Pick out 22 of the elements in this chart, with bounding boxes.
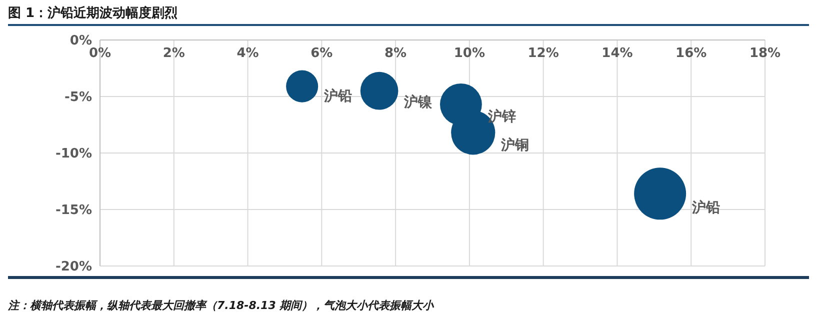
x-tick-label: 2% <box>162 46 185 62</box>
x-tick-label: 10% <box>454 46 486 62</box>
annotation: 沪锌 <box>486 108 516 125</box>
y-tick-label: -5% <box>64 90 92 106</box>
annotation: 沪铜 <box>500 136 530 154</box>
annotation: 沪镍 <box>403 93 434 110</box>
x-tick-label: 6% <box>310 46 333 62</box>
x-tick-label: 14% <box>602 46 633 62</box>
y-tick-label: -20% <box>55 260 92 275</box>
x-tick-label: 12% <box>528 46 559 62</box>
x-tick-label: 4% <box>236 46 259 62</box>
y-tick-label: -10% <box>55 146 92 162</box>
x-tick-label: 16% <box>676 46 707 62</box>
x-tick-label: 0% <box>88 46 112 62</box>
y-tick-label: -15% <box>55 203 92 218</box>
annotation: 沪铅 <box>691 199 720 216</box>
chart-title: 图 1：沪铅近期波动幅度剧烈 <box>8 4 178 22</box>
x-tick-label: 18% <box>749 46 781 62</box>
text: 注：横轴代表振幅，纵轴代表最大回撤率（7.18-8.13 期间），气泡大小代表振幅大小 <box>8 298 434 313</box>
y-tick-label: 0% <box>70 34 92 49</box>
annotation: 沪铅 <box>323 88 352 105</box>
x-tick-label: 8% <box>384 46 407 62</box>
